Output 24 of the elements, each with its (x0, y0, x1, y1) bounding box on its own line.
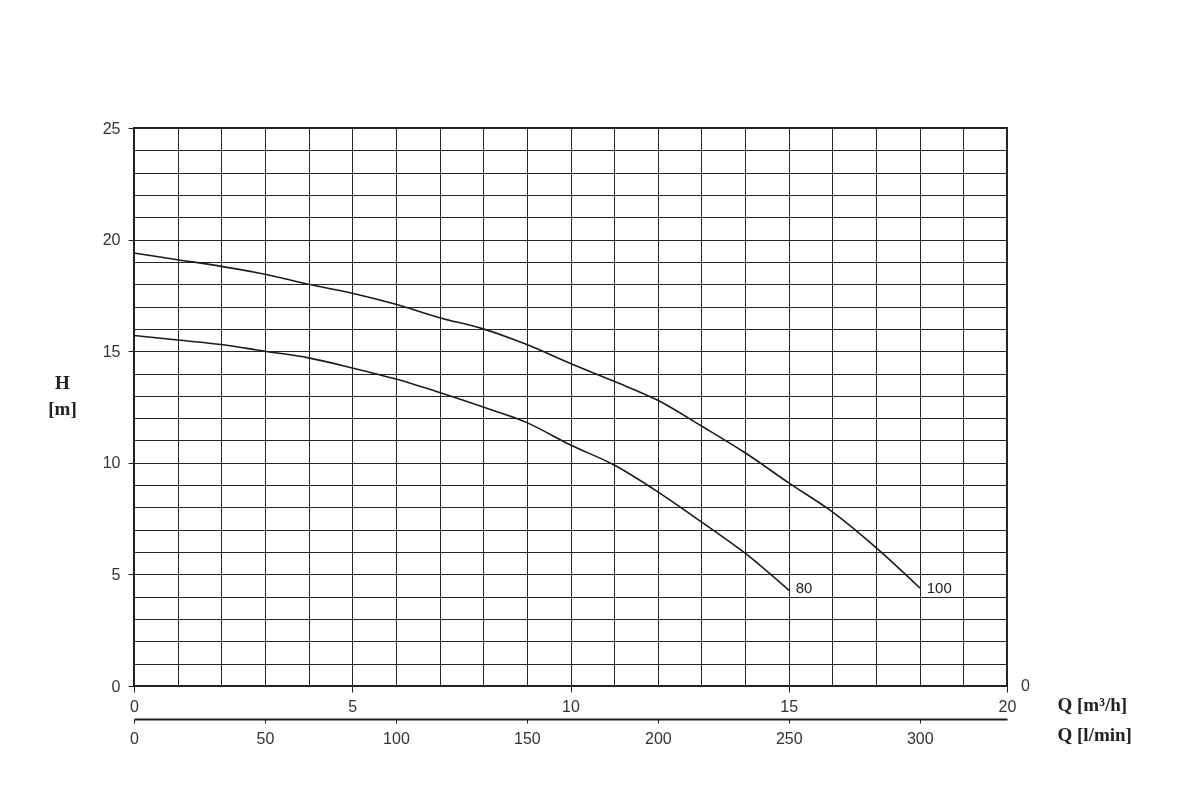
y-tick-label: 15 (102, 342, 121, 360)
x2-axis-title: Q [l/min] (1057, 723, 1132, 745)
x-tick-label: 20 (998, 697, 1017, 715)
x-tick-label: 0 (130, 697, 140, 715)
y-tick-label: 5 (111, 565, 121, 583)
x2-tick-label: 100 (383, 729, 410, 747)
y-tick-label: 20 (102, 231, 121, 249)
y-tick-label: 10 (102, 454, 121, 472)
x2-tick-label: 200 (645, 729, 672, 747)
x-tick-label: 5 (348, 697, 358, 715)
x-tick-label: 15 (780, 697, 799, 715)
y-axis-title: H [m] (48, 371, 77, 419)
x2-tick-label: 300 (906, 729, 934, 747)
series-label: 100 (926, 578, 952, 596)
x2-tick-label: 0 (130, 729, 140, 747)
y-tick-label: 25 (102, 119, 121, 137)
x2-tick-label: 250 (775, 729, 803, 747)
x2-tick-label: 150 (514, 729, 541, 747)
x-axis-title: Q [m³/h] (1057, 693, 1128, 715)
y-tick-label: 0 (111, 677, 121, 695)
x2-tick-label: 50 (256, 729, 275, 747)
x-tick-label: 10 (562, 697, 580, 715)
series-label: 80 (795, 578, 813, 596)
text: 0 (1021, 677, 1030, 694)
